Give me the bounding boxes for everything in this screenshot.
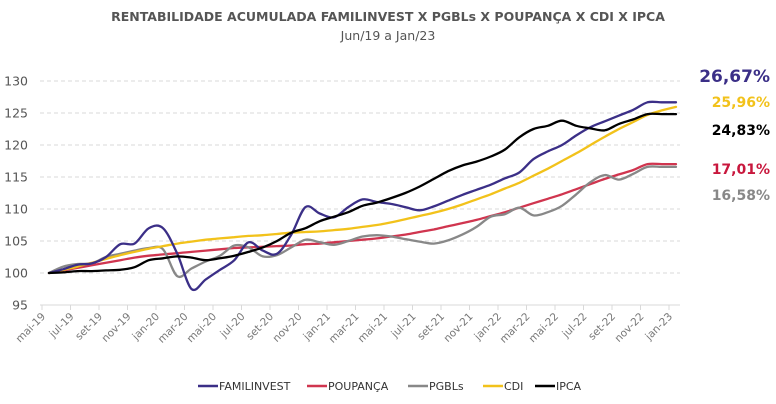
chart-title: RENTABILIDADE ACUMULADA FAMILINVEST X PG… [111,9,665,24]
y-tick-label: 125 [4,106,28,121]
legend-label: IPCA [556,380,582,393]
x-tick-label: mai-19 [14,311,48,345]
legend-item[interactable]: CDI [483,380,523,393]
x-tick-label: mai-20 [185,311,219,345]
series-line-poupana [47,162,678,275]
y-tick-label: 110 [4,202,28,217]
y-tick-label: 130 [4,74,28,89]
legend-label: POUPANÇA [328,380,389,393]
x-tick-label: nov-19 [100,311,134,345]
end-value-labels: 26,67% 25,96% 24,83% 17,01% 16,58% [699,67,770,204]
x-tick-label: mar-20 [156,311,191,346]
x-tick-label: jul-22 [559,311,589,341]
end-label-familinvest: 26,67% [699,67,770,87]
x-tick-label: nov-22 [613,311,647,345]
series-line-pgbls [47,165,678,279]
x-tick-label: nov-20 [271,311,305,345]
x-tick-label: mai-22 [527,311,561,345]
legend-label: CDI [504,380,523,393]
x-tick-label: mai-21 [356,311,390,345]
legend-item[interactable]: FAMILINVEST [198,380,291,393]
series-line-familinvest [47,100,678,292]
y-tick-label: 120 [4,138,28,153]
legend-item[interactable]: PGBLs [408,380,464,393]
series-lines [47,100,678,292]
legend-item[interactable]: POUPANÇA [307,380,389,393]
end-label-poupana: 17,01% [712,162,770,178]
end-label-pgbls: 16,58% [712,188,770,204]
x-tick-label: nov-21 [442,311,476,345]
end-label-ipca: 24,83% [712,123,770,139]
chart-subtitle: Jun/19 a Jan/23 [340,28,436,43]
x-tick-label: jan-23 [642,311,675,344]
gridlines [40,80,680,274]
x-axis: mai-19 jul-19set-19nov-19jan-20mar-20mai-… [14,304,680,346]
y-tick-label: 100 [4,266,28,281]
legend-item[interactable]: IPCA [535,380,582,393]
x-tick-label: jul-19 [46,311,76,341]
series-line-cdi [47,105,678,275]
x-tick-label: jul-20 [217,311,247,341]
end-label-cdi: 25,96% [712,95,770,111]
x-tick-label: jul-21 [388,311,418,341]
y-tick-label: 115 [4,170,28,185]
legend-label: FAMILINVEST [219,380,291,393]
legend-label: PGBLs [429,380,464,393]
y-tick-label: 95 [12,298,28,313]
legend: FAMILINVEST POUPANÇA PGBLs CDI IPCA [198,380,582,393]
y-axis-ticks: 95 100 105 110 115 120 125 130 [4,74,28,313]
x-tick-label: mar-21 [327,311,362,346]
y-tick-label: 105 [4,234,28,249]
x-tick-label: mar-22 [498,311,533,346]
series-line-ipca [47,112,678,275]
